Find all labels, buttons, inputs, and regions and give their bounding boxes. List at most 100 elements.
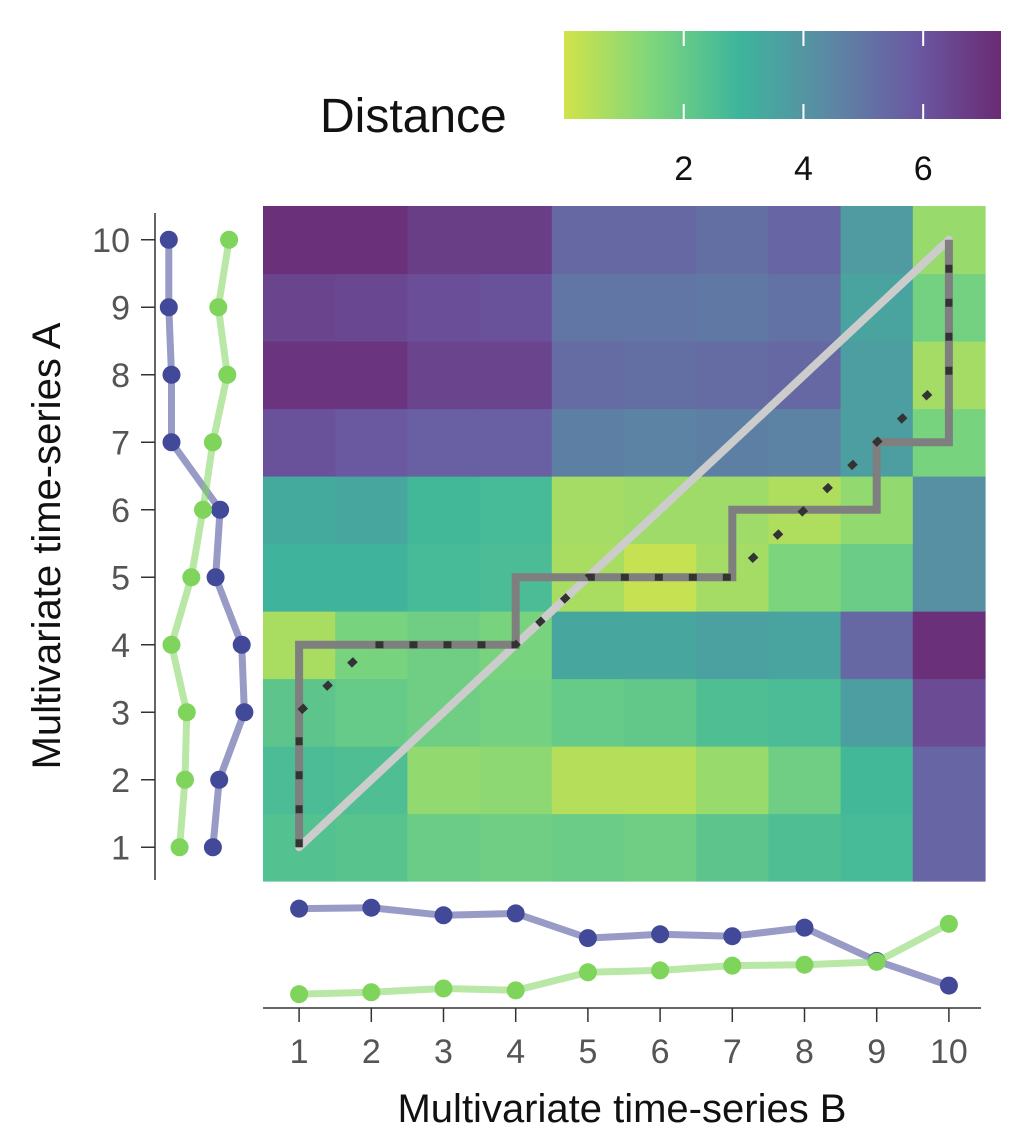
heatmap-cell [479,678,553,747]
x-tick-label: 2 [362,1033,381,1071]
heatmap-cell [335,408,408,477]
heatmap-cell [840,746,914,815]
series-a-purple-point [211,500,230,519]
dotted-path [295,239,953,848]
heatmap-cell [407,543,481,612]
series-b-purple-point [362,898,381,917]
diagonal-path [295,235,953,852]
x-tick-label: 4 [506,1033,525,1071]
heatmap-cell [840,206,914,275]
heatmap-cell [768,543,842,612]
series-b-purple-point [434,906,453,925]
heatmap-cell [624,408,697,477]
heatmap-cell [840,543,914,612]
heatmap-cell [407,273,481,342]
series-b-green-point [290,985,309,1004]
heatmap-cell [696,206,769,275]
heatmap-cell [407,746,481,815]
x-tick-label: 9 [867,1033,886,1071]
heatmap-cell [479,341,553,410]
heatmap-cell [840,678,914,747]
x-tick-label: 6 [651,1033,670,1071]
series-a-purple-point [203,838,222,857]
heatmap-cell [840,611,914,680]
series-a-green-point [176,770,194,789]
heatmap-cell [335,206,408,275]
series-b-green-line [299,920,951,998]
heatmap-cell [335,813,408,882]
x-axis-ticks: 1 2 3 4 5 6 7 8 9 10 [290,1008,968,1071]
series-a-purple-point [235,703,254,722]
heatmap-cell [479,813,553,882]
heatmap-cell [768,813,842,882]
y-tick-label: 1 [111,829,130,867]
heatmap-cell [551,341,625,410]
y-tick-label: 3 [111,694,130,732]
heatmap-cell [407,206,481,275]
heatmap-cell [479,273,553,342]
x-tick-label: 10 [930,1033,968,1071]
colorbar-gradient [564,31,1001,119]
heatmap-cell [624,678,697,747]
heatmap-cell [912,678,986,747]
heatmap-cell [335,341,408,410]
colorbar-tick-label: 2 [674,150,693,188]
heatmap-cell [335,476,408,545]
colorbar-title: Distance [320,90,507,143]
series-a-green-point [194,500,212,519]
alignment-paths [295,235,953,852]
heatmap-cell [263,543,336,612]
series-a-purple-line [165,239,248,848]
heatmap-cell [624,813,697,882]
series-b-purple-point [939,976,958,995]
series-a-green-point [209,298,228,317]
series-a-purple-point [159,298,178,317]
series-a-purple-point [159,230,178,249]
heatmap-cell [768,746,842,815]
series-a-purple-point [162,365,181,384]
heatmap-cell [551,408,625,477]
heatmap-cell [551,813,625,882]
heatmap-cell [912,543,986,612]
heatmap-cell [696,341,769,410]
x-tick-label: 1 [290,1033,309,1071]
series-a-purple-point [210,770,229,789]
y-tick-label: 9 [111,289,130,327]
x-tick-label: 5 [578,1033,597,1071]
series-b-panel [263,898,981,1009]
heatmap-cell [263,206,336,275]
series-b-green-point [362,983,381,1002]
y-tick-label: 7 [111,424,130,462]
colorbar-ticks: 2 4 6 [674,31,933,188]
y-tick-label: 2 [111,762,130,800]
heatmap-cell [696,273,769,342]
heatmap-cell [624,611,697,680]
series-a-green-point [177,703,196,722]
heatmap-cell [624,341,697,410]
y-axis-ticks: 1 2 3 4 5 6 7 8 9 10 [92,222,155,867]
heatmap-cell [624,746,697,815]
series-b-green-point [651,961,670,980]
series-a-green-point [170,838,189,857]
heatmap-cell [696,611,769,680]
colorbar-tick-label: 6 [914,150,933,188]
heatmap-cell [551,611,625,680]
series-b-green-point [867,952,886,971]
y-tick-label: 4 [111,627,130,665]
series-b-green-point [506,981,525,1000]
heatmap-cell [840,341,914,410]
heatmap-cell [624,206,697,275]
heatmap-cell [263,273,336,342]
series-b-green-point [795,955,814,974]
heatmap-cell [551,273,625,342]
heatmap-cell [479,746,553,815]
series-a-purple-point [162,433,181,452]
colorbar: 2 4 6 Distance [320,31,1001,188]
heatmap-cell [263,408,336,477]
heatmap-cell [768,273,842,342]
series-a-green-point [220,230,239,249]
series-a-green-point [203,433,222,452]
heatmap-cell [840,813,914,882]
series-b-purple-point [506,904,525,923]
